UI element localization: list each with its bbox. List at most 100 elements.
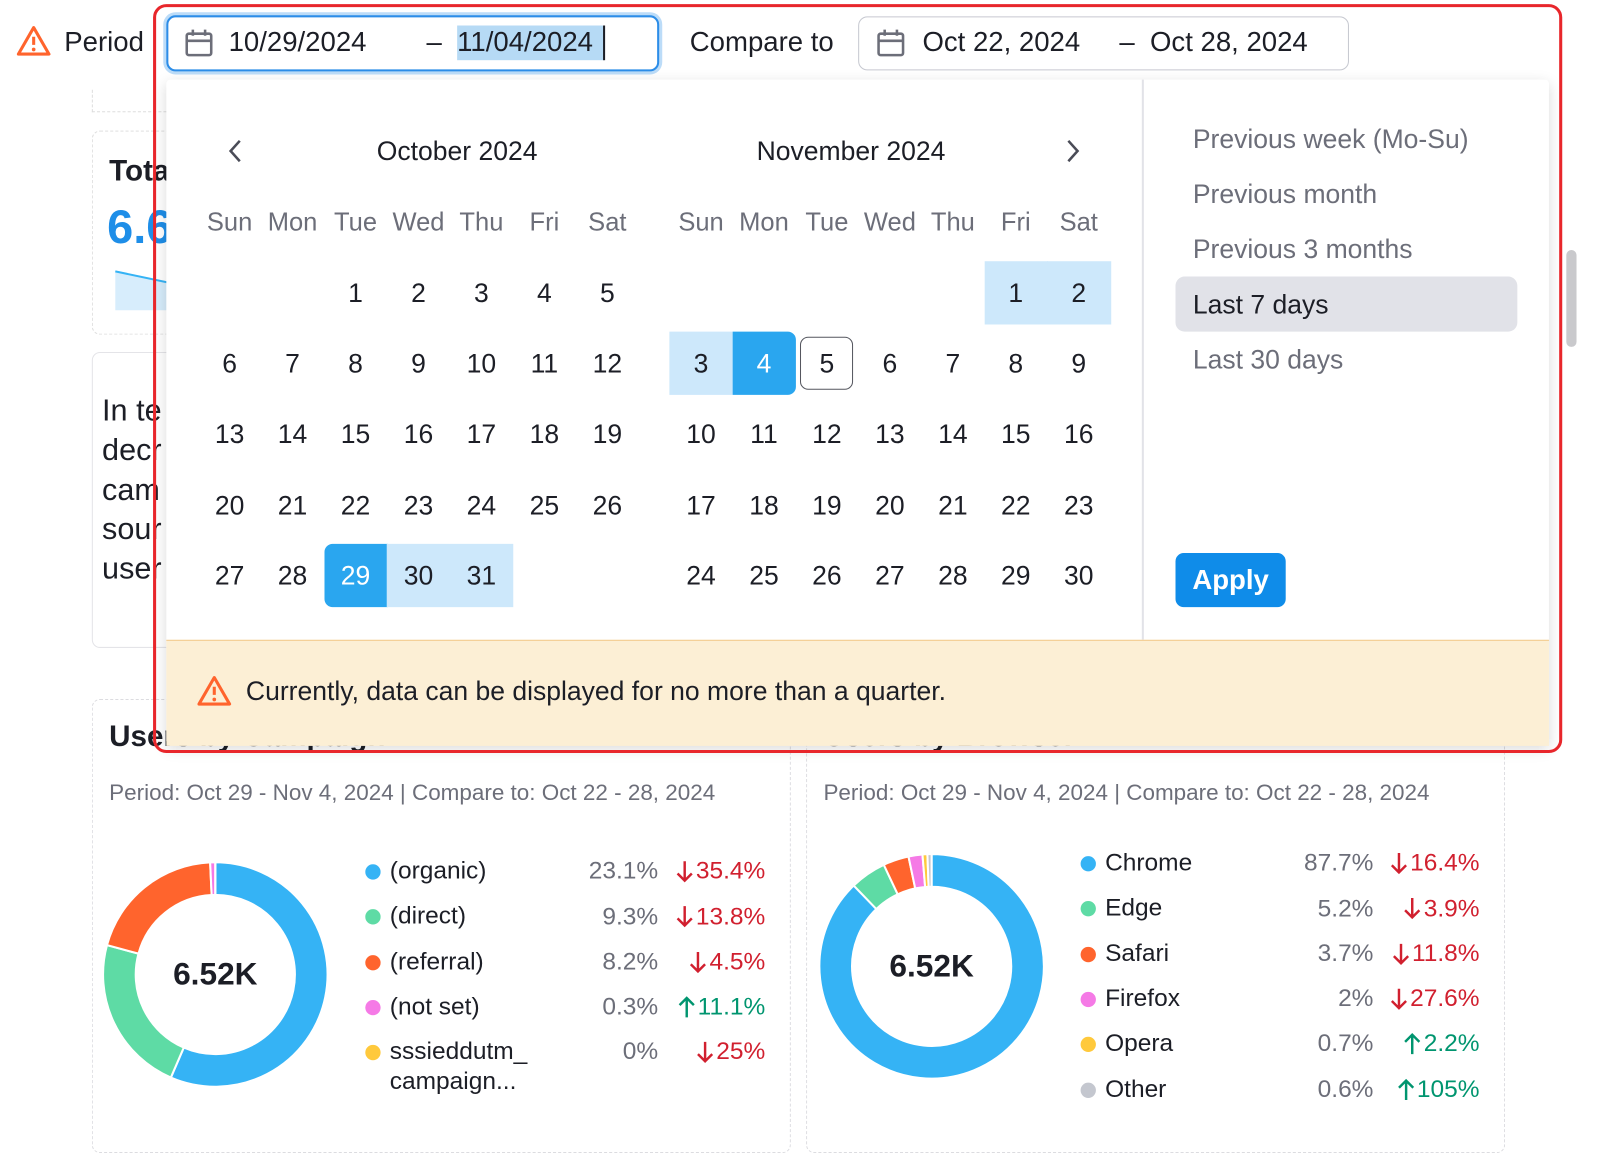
calendar-day[interactable]: 6 (222, 348, 237, 379)
donut-chart (102, 861, 329, 1088)
calendar-day[interactable]: 30 (403, 560, 434, 591)
legend-name: Firefox (1105, 984, 1180, 1013)
calendar-day[interactable]: 14 (277, 418, 308, 450)
calendar-day[interactable]: 27 (214, 560, 245, 591)
calendar-day[interactable]: 5 (599, 277, 615, 308)
calendar-day[interactable]: 17 (686, 489, 716, 521)
calendar-day[interactable]: 15 (1001, 418, 1031, 450)
compare-input[interactable] (858, 16, 1349, 71)
range-day-bg (984, 261, 1048, 325)
calendar-day[interactable]: 18 (529, 418, 560, 450)
calendar-day[interactable]: 27 (875, 560, 905, 591)
calendar-day[interactable]: 29 (1001, 560, 1031, 591)
card-text: In te (102, 393, 162, 428)
calendar-day[interactable]: 8 (1008, 348, 1024, 379)
calendar-day[interactable]: 29 (340, 560, 371, 591)
calendar-day[interactable]: 18 (749, 489, 779, 521)
calendar-day[interactable]: 21 (938, 489, 968, 521)
legend-change: 11.8% (1411, 939, 1480, 968)
calendar-day[interactable]: 10 (686, 418, 716, 450)
legend-share: 0.3% (602, 992, 659, 1021)
calendar-day[interactable]: 20 (214, 489, 245, 521)
preset-option[interactable]: Previous month (1192, 178, 1378, 209)
weekday: Tue (333, 207, 378, 237)
legend-share: 9.3% (602, 902, 659, 931)
calendar-day[interactable]: 25 (749, 560, 779, 591)
prev-month-button[interactable] (223, 137, 247, 166)
end-date[interactable]: 11/04/2024 (457, 26, 593, 58)
calendar-day[interactable]: 3 (474, 277, 489, 308)
apply-button[interactable]: Apply (1175, 553, 1286, 608)
preset-option[interactable]: Last 7 days (1192, 288, 1329, 320)
calendar-day[interactable]: 20 (875, 489, 905, 521)
preset-option[interactable]: Previous 3 months (1192, 233, 1413, 265)
calendar-day[interactable]: 31 (466, 560, 497, 591)
calendar-day[interactable]: 16 (403, 418, 434, 450)
range-day-bg (449, 544, 514, 608)
calendar-day[interactable]: 4 (537, 277, 552, 308)
calendar-day[interactable]: 10 (466, 348, 497, 379)
calendar-day[interactable]: 12 (812, 418, 842, 450)
calendar-icon (185, 29, 213, 57)
next-month-button[interactable] (1060, 137, 1084, 166)
calendar-day[interactable]: 13 (875, 418, 905, 450)
calendar-day[interactable]: 8 (348, 348, 363, 379)
calendar-day[interactable]: 11 (530, 348, 559, 379)
preset-option[interactable]: Last 30 days (1192, 343, 1344, 375)
calendar-day[interactable]: 19 (812, 489, 842, 521)
calendar-day[interactable]: 14 (938, 418, 968, 450)
legend-dot (1080, 991, 1096, 1008)
calendar-day[interactable]: 26 (592, 489, 623, 521)
weekday: Sat (588, 207, 627, 237)
compare-start-date[interactable]: Oct 22, 2024 (922, 26, 1081, 58)
weekday: Wed (863, 207, 916, 237)
preset-option[interactable]: Previous week (Mo-Su) (1192, 123, 1469, 154)
donut-segment (926, 853, 933, 888)
start-date[interactable]: 10/29/2024 (228, 26, 367, 58)
calendar-day[interactable]: 30 (1063, 560, 1094, 591)
donut-total: 6.52K (173, 956, 258, 993)
calendar-day[interactable]: 12 (592, 348, 623, 379)
calendar-day[interactable]: 21 (277, 489, 308, 521)
calendar-day[interactable]: 5 (819, 348, 835, 379)
calendar-day[interactable]: 7 (945, 348, 961, 379)
compare-end-date[interactable]: Oct 28, 2024 (1149, 26, 1308, 58)
warning-icon (16, 26, 51, 56)
calendar-day[interactable]: 11 (750, 418, 778, 450)
legend-share: 0% (622, 1038, 659, 1066)
calendar-day[interactable]: 23 (403, 489, 434, 521)
calendar-day[interactable]: 6 (882, 348, 898, 379)
calendar-day[interactable]: 2 (1071, 277, 1087, 308)
calendar-day[interactable]: 2 (411, 277, 426, 308)
calendar-day[interactable]: 28 (277, 560, 308, 591)
calendar-day[interactable]: 15 (340, 418, 371, 450)
calendar-day[interactable]: 3 (693, 348, 709, 379)
scrollbar[interactable] (1566, 249, 1577, 347)
calendar-day[interactable]: 22 (1001, 489, 1031, 521)
calendar-day[interactable]: 19 (592, 418, 623, 450)
calendar-day[interactable]: 23 (1063, 489, 1094, 521)
calendar-day[interactable]: 22 (340, 489, 371, 521)
month-title: November 2024 (756, 135, 946, 167)
card-text: decr (102, 433, 162, 468)
calendar-day[interactable]: 1 (1008, 277, 1024, 308)
legend-dot (365, 909, 381, 925)
calendar-day[interactable]: 4 (756, 348, 772, 379)
calendar-day[interactable]: 9 (1071, 348, 1087, 379)
range-day-bg (669, 331, 733, 396)
card-title: Tota (109, 154, 170, 188)
calendar-day[interactable]: 1 (348, 277, 363, 308)
calendar-day[interactable]: 17 (466, 418, 497, 450)
calendar-day[interactable]: 7 (285, 348, 300, 379)
legend-name: (not set) (389, 992, 480, 1021)
calendar-day[interactable]: 16 (1063, 418, 1094, 450)
calendar-day[interactable]: 13 (214, 418, 245, 450)
calendar-day[interactable]: 25 (529, 489, 560, 521)
calendar-day[interactable]: 24 (466, 489, 497, 521)
calendar-day[interactable]: 28 (938, 560, 968, 591)
card-text: cam (102, 473, 160, 507)
calendar-day[interactable]: 9 (411, 348, 426, 379)
calendar-day[interactable]: 24 (686, 560, 716, 591)
calendar-day[interactable]: 26 (812, 560, 842, 591)
legend-change: 35.4% (695, 857, 766, 885)
